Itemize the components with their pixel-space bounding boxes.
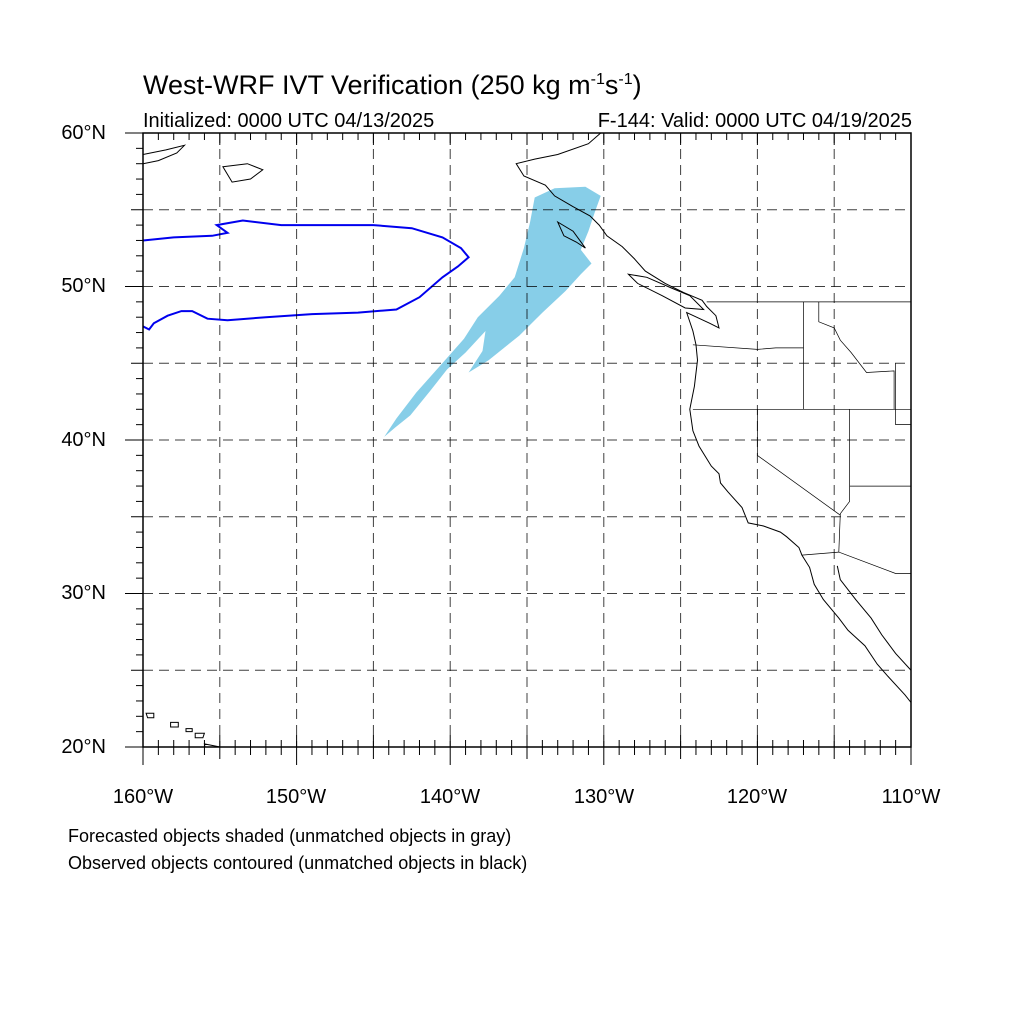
coastline-kodiak — [222, 163, 264, 183]
lat-label-50n: 50°N — [61, 275, 106, 297]
lon-label-120w: 120°W — [726, 786, 788, 808]
lat-label-60n: 60°N — [61, 122, 106, 144]
coastline-hawaii-island — [185, 728, 193, 733]
figure-title: West-WRF IVT Verification (250 kg m-1s-1… — [143, 70, 642, 100]
coastline-hawaii-island — [145, 712, 155, 719]
coastline-hawaii-island — [203, 743, 221, 747]
observed-note: Observed objects contoured (unmatched ob… — [68, 853, 528, 873]
coastline-hawaii-island — [170, 721, 179, 728]
political-border — [801, 551, 911, 574]
political-border — [818, 301, 895, 410]
coastline-haida-gwaii — [556, 220, 586, 249]
lat-label-20n: 20°N — [61, 736, 106, 758]
coastline-gulf-of-california — [836, 565, 911, 671]
coastline-hawaii-island — [194, 732, 206, 739]
lon-label-150w: 150°W — [265, 786, 327, 808]
political-border — [838, 409, 850, 553]
political-border — [757, 409, 841, 516]
political-border — [895, 363, 911, 425]
forecast-ivt-object — [384, 186, 601, 437]
observed-ivt-contour — [143, 219, 470, 331]
forecast-note: Forecasted objects shaded (unmatched obj… — [68, 826, 512, 846]
lat-label-30n: 30°N — [61, 582, 106, 604]
lon-label-140w: 140°W — [419, 786, 481, 808]
coastline-alaska — [143, 144, 187, 165]
lat-label-40n: 40°N — [61, 429, 106, 451]
coastline-vancouver-island — [626, 273, 705, 311]
lon-label-110w: 110°W — [881, 786, 941, 808]
lon-label-160w: 160°W — [112, 786, 174, 808]
lon-label-130w: 130°W — [573, 786, 635, 808]
valid-time-label: F-144: Valid: 0000 UTC 04/19/2025 — [597, 110, 912, 132]
init-time-label: Initialized: 0000 UTC 04/13/2025 — [143, 110, 435, 132]
political-border — [692, 344, 804, 350]
